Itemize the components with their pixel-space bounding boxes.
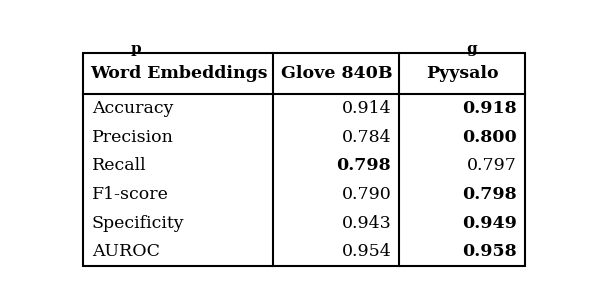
Text: 0.954: 0.954 (342, 243, 391, 260)
Text: Specificity: Specificity (91, 215, 184, 232)
Text: 0.943: 0.943 (342, 215, 391, 232)
Text: Word Embeddings: Word Embeddings (90, 65, 267, 82)
Text: 0.798: 0.798 (337, 157, 391, 174)
Text: Precision: Precision (91, 129, 173, 146)
Text: Accuracy: Accuracy (91, 100, 173, 117)
Text: Recall: Recall (91, 157, 146, 174)
Text: 0.798: 0.798 (463, 186, 517, 203)
Text: 0.800: 0.800 (462, 129, 517, 146)
Text: 0.949: 0.949 (462, 215, 517, 232)
Text: 0.914: 0.914 (342, 100, 391, 117)
Text: 0.784: 0.784 (342, 129, 391, 146)
Text: Pyysalo: Pyysalo (426, 65, 499, 82)
Text: F1-score: F1-score (91, 186, 169, 203)
Text: AUROC: AUROC (91, 243, 160, 260)
Text: 0.797: 0.797 (467, 157, 517, 174)
Text: 0.958: 0.958 (463, 243, 517, 260)
Text: Glove 840B: Glove 840B (280, 65, 392, 82)
Text: 0.790: 0.790 (342, 186, 391, 203)
Text: p                                                              g: p g (131, 42, 478, 56)
Text: 0.918: 0.918 (463, 100, 517, 117)
